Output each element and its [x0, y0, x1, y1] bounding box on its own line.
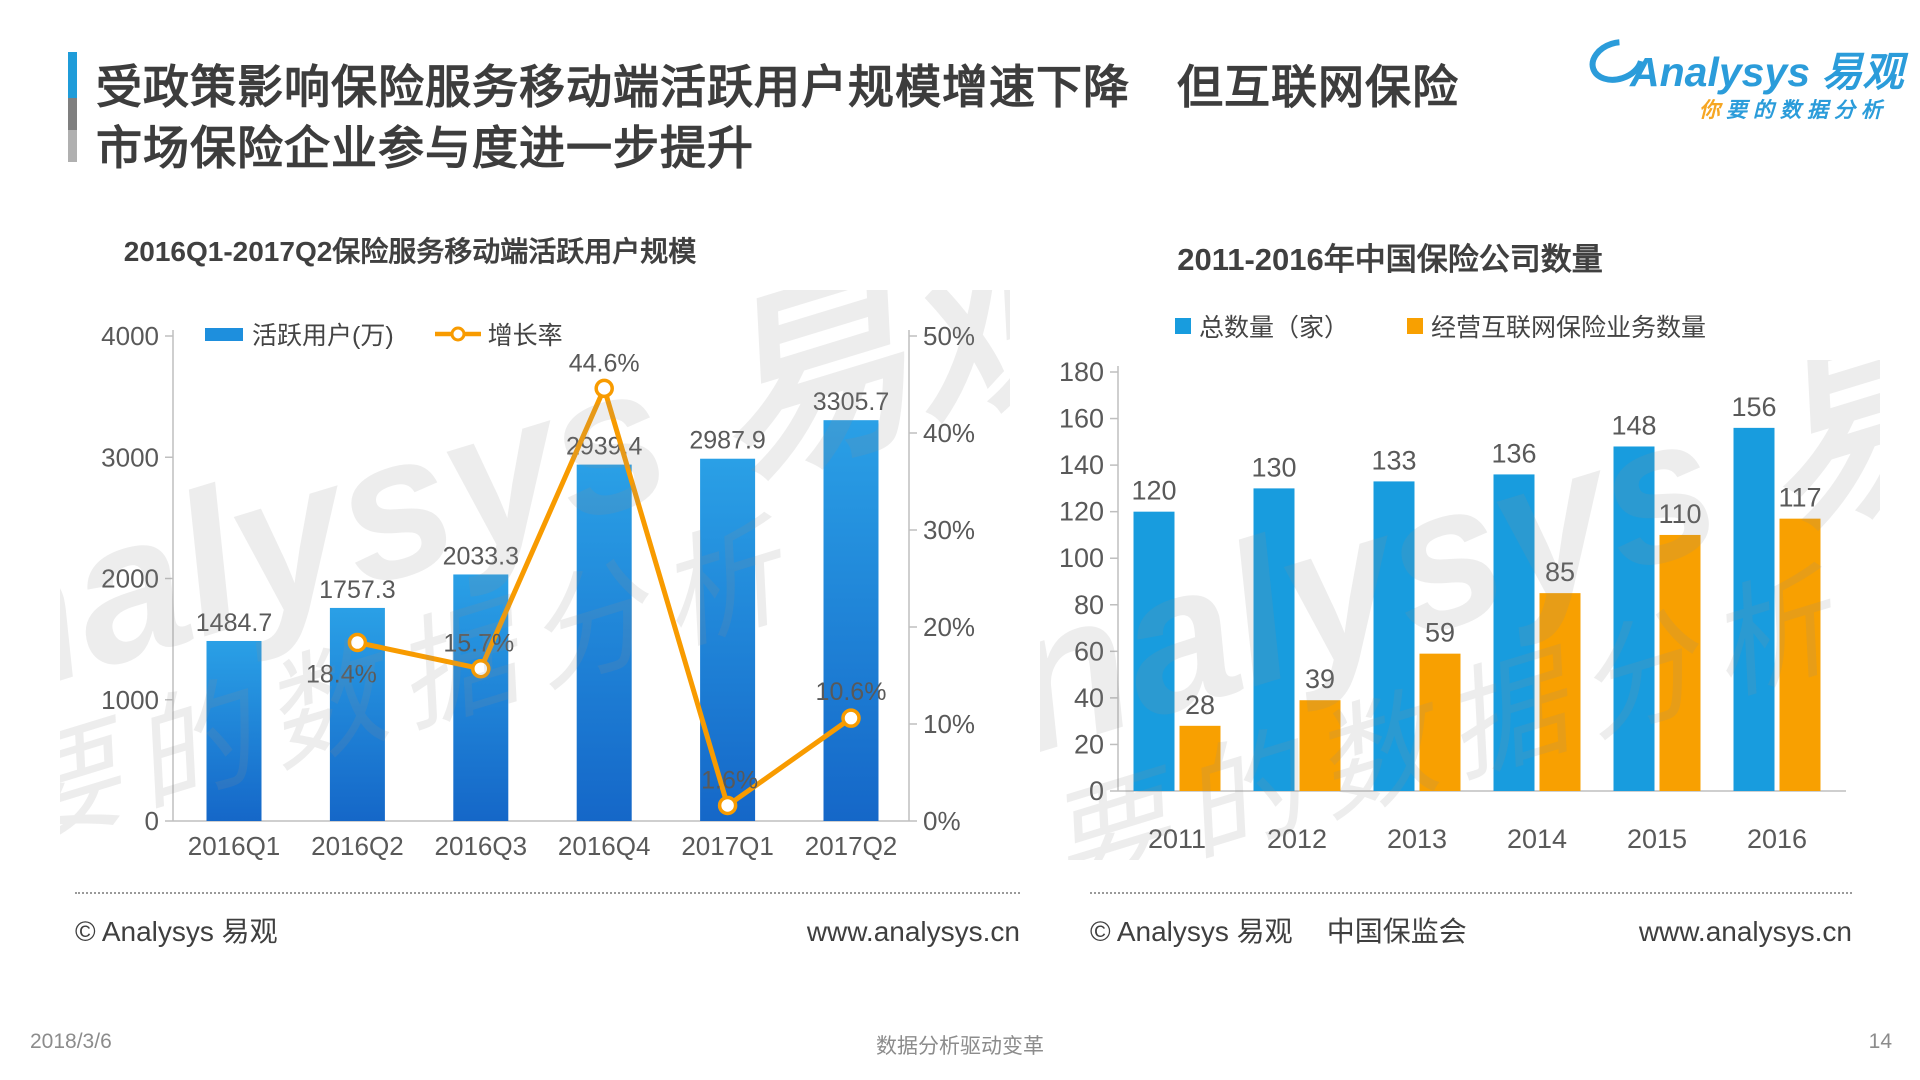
svg-text:10%: 10%	[923, 709, 975, 739]
bottom-bar: 2018/3/6 数据分析驱动变革 14	[0, 1030, 1920, 1070]
svg-text:117: 117	[1778, 483, 1821, 513]
svg-text:2017Q2: 2017Q2	[805, 831, 898, 860]
right-chart-footer: © Analysys 易观 中国保监会 www.analysys.cn	[1090, 892, 1852, 950]
active-users-combo-chart: 0 1000 2000 3000 4000 0% 10% 20% 30% 40% 50% 1484.7…	[101, 321, 975, 860]
insurance-companies-bar-chart: 0 20 40 60 80 100 120 140 160 180 120 28 2011 130 39 20…	[1059, 357, 1846, 854]
bar-series-swatch-icon	[205, 327, 243, 341]
svg-text:4000: 4000	[101, 321, 159, 351]
svg-text:180: 180	[1059, 357, 1104, 387]
slide-date: 2018/3/6	[30, 1030, 112, 1053]
page-title-line2: 市场保险企业参与度进一步提升	[96, 122, 754, 175]
legend-label: 活跃用户(万)	[252, 322, 394, 350]
svg-text:39: 39	[1305, 664, 1335, 694]
right-chart-legend: 总数量（家） 经营互联网保险业务数量	[1175, 308, 1706, 344]
legend-label: 经营互联网保险业务数量	[1431, 314, 1707, 342]
data-source-text: 中国保监会	[1326, 916, 1467, 947]
accent-segment-blue	[68, 52, 77, 98]
svg-text:30%: 30%	[923, 515, 975, 545]
svg-text:15.7%: 15.7%	[443, 630, 514, 658]
logo-tagline-first-char: 你	[1699, 99, 1726, 122]
accent-segment-gray	[68, 98, 77, 130]
svg-text:44.6%: 44.6%	[569, 349, 640, 377]
svg-text:2016Q3: 2016Q3	[435, 831, 528, 860]
analysys-logo: Analysys 易观 你要的数据分析	[1589, 34, 1903, 124]
svg-text:110: 110	[1658, 499, 1701, 529]
svg-text:18.4%: 18.4%	[306, 661, 377, 689]
svg-text:40: 40	[1074, 683, 1104, 713]
svg-text:2016: 2016	[1747, 824, 1807, 854]
attribution-text: © Analysys 易观	[75, 916, 278, 947]
legend-label: 增长率	[487, 322, 563, 350]
left-chart-legend: 活跃用户(万) 增长率	[205, 316, 563, 352]
svg-text:60: 60	[1074, 636, 1104, 666]
svg-text:10.6%: 10.6%	[816, 678, 887, 706]
logo-swirl-icon	[1589, 39, 1645, 83]
website-text: www.analysys.cn	[806, 916, 1020, 947]
svg-text:0: 0	[145, 806, 159, 836]
svg-text:20%: 20%	[923, 612, 975, 642]
page-number: 14	[1868, 1030, 1892, 1053]
svg-text:100: 100	[1059, 543, 1104, 573]
svg-text:3000: 3000	[101, 442, 159, 472]
left-chart-footer: © Analysys 易观 www.analysys.cn	[75, 892, 1020, 950]
legend-item-total-count: 总数量（家）	[1175, 308, 1349, 344]
website-text: www.analysys.cn	[1638, 916, 1852, 947]
logo-tagline-rest: 要的数据分析	[1726, 99, 1888, 122]
svg-text:2033.3: 2033.3	[443, 542, 519, 570]
legend-item-active-users: 活跃用户(万)	[205, 316, 394, 352]
svg-text:1757.3: 1757.3	[319, 576, 395, 604]
svg-text:1484.7: 1484.7	[196, 609, 272, 637]
logo-tagline: 你要的数据分析	[1596, 94, 1888, 124]
svg-text:2016Q1: 2016Q1	[188, 831, 281, 860]
svg-text:2016Q4: 2016Q4	[558, 831, 651, 860]
svg-text:2015: 2015	[1627, 824, 1687, 854]
svg-text:1000: 1000	[101, 685, 159, 715]
svg-text:59: 59	[1425, 618, 1455, 648]
svg-text:1.6%: 1.6%	[701, 766, 758, 794]
blue-square-swatch-icon	[1175, 318, 1191, 334]
svg-text:0%: 0%	[923, 806, 961, 836]
svg-text:120: 120	[1059, 497, 1104, 527]
svg-text:2013: 2013	[1387, 824, 1447, 854]
svg-text:20: 20	[1074, 729, 1104, 759]
svg-text:160: 160	[1059, 404, 1104, 434]
logo-brand-text: Analysys 易观	[1630, 49, 1904, 95]
svg-text:50%: 50%	[923, 321, 975, 351]
orange-square-swatch-icon	[1407, 318, 1424, 334]
legend-item-growth-rate: 增长率	[434, 316, 563, 352]
svg-text:2011: 2011	[1148, 824, 1206, 854]
svg-text:120: 120	[1131, 476, 1176, 506]
svg-text:136: 136	[1491, 438, 1536, 468]
svg-text:2016Q2: 2016Q2	[311, 831, 404, 860]
page-title: 受政策影响保险服务移动端活跃用户规模增速下降 但互联网保险 市场保险企业参与度进…	[96, 57, 1556, 180]
svg-text:2987.9: 2987.9	[689, 427, 765, 455]
svg-text:2000: 2000	[101, 564, 159, 594]
slide-slogan: 数据分析驱动变革	[876, 1035, 1044, 1058]
left-chart-title: 2016Q1-2017Q2保险服务移动端活跃用户规模	[123, 236, 697, 267]
svg-text:2017Q1: 2017Q1	[681, 831, 774, 860]
svg-text:133: 133	[1371, 445, 1416, 475]
right-chart-title: 2011-2016年中国保险公司数量	[1177, 242, 1603, 277]
svg-text:2014: 2014	[1507, 824, 1567, 854]
attribution-text: © Analysys 易观	[1090, 916, 1293, 947]
legend-label: 总数量（家）	[1199, 314, 1350, 342]
title-accent-bar	[68, 52, 77, 162]
svg-text:80: 80	[1074, 590, 1104, 620]
svg-text:2012: 2012	[1267, 824, 1327, 854]
svg-text:85: 85	[1545, 557, 1575, 587]
svg-text:130: 130	[1251, 452, 1296, 482]
line-series-swatch-icon	[434, 326, 481, 342]
svg-text:148: 148	[1611, 410, 1656, 440]
logo-brand-row: Analysys 易观	[1589, 34, 1903, 95]
svg-text:3305.7: 3305.7	[813, 388, 889, 416]
accent-segment-lightgray	[68, 130, 77, 162]
svg-text:0: 0	[1089, 776, 1104, 806]
svg-text:40%: 40%	[923, 418, 975, 448]
legend-item-internet-count: 经营互联网保险业务数量	[1407, 308, 1706, 344]
svg-text:156: 156	[1731, 392, 1776, 422]
page-title-line1: 受政策影响保险服务移动端活跃用户规模增速下降 但互联网保险	[96, 60, 1459, 113]
svg-text:140: 140	[1059, 450, 1104, 480]
svg-text:28: 28	[1185, 690, 1215, 720]
